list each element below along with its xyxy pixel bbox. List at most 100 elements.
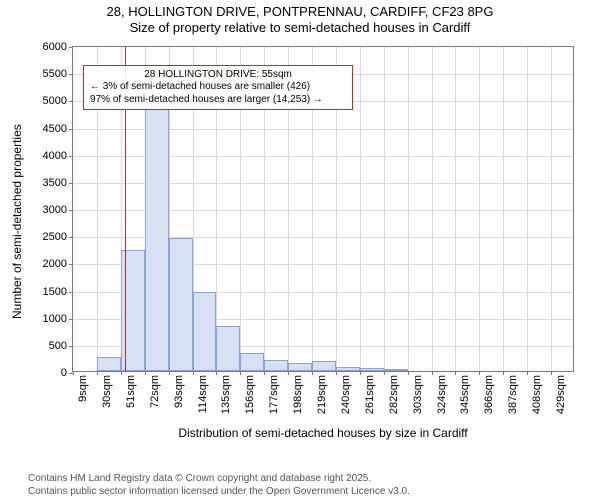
histogram-bar bbox=[264, 360, 288, 371]
footer-line2: Contains public sector information licen… bbox=[28, 486, 600, 499]
ytick-mark bbox=[69, 210, 73, 211]
ytick-mark bbox=[69, 292, 73, 293]
xtick-mark bbox=[432, 371, 433, 375]
xtick-label: 72sqm bbox=[149, 375, 161, 408]
xtick-mark bbox=[408, 371, 409, 375]
gridline-v bbox=[479, 47, 480, 371]
histogram-bar bbox=[384, 369, 408, 371]
gridline-v bbox=[408, 47, 409, 371]
histogram-bar bbox=[288, 363, 312, 371]
ytick-label: 2000 bbox=[43, 258, 67, 270]
xtick-mark bbox=[145, 371, 146, 375]
xtick-label: 9sqm bbox=[77, 375, 89, 402]
histogram-bar bbox=[312, 361, 336, 371]
ytick-mark bbox=[69, 74, 73, 75]
ytick-label: 500 bbox=[49, 340, 67, 352]
annotation-box: 28 HOLLINGTON DRIVE: 55sqm← 3% of semi-d… bbox=[83, 65, 353, 111]
histogram-bar bbox=[97, 357, 121, 371]
xtick-label: 30sqm bbox=[101, 375, 113, 408]
xtick-label: 219sqm bbox=[316, 375, 328, 414]
ytick-label: 4500 bbox=[43, 123, 67, 135]
ytick-mark bbox=[69, 264, 73, 265]
ytick-label: 6000 bbox=[43, 41, 67, 53]
ytick-mark bbox=[69, 183, 73, 184]
ytick-label: 3500 bbox=[43, 177, 67, 189]
chart-title: 28, HOLLINGTON DRIVE, PONTPRENNAU, CARDI… bbox=[0, 0, 600, 37]
xtick-label: 114sqm bbox=[197, 375, 209, 413]
xtick-mark bbox=[551, 371, 552, 375]
histogram-bar bbox=[360, 368, 384, 371]
xtick-mark bbox=[455, 371, 456, 375]
xtick-label: 387sqm bbox=[507, 375, 519, 414]
ytick-label: 1500 bbox=[43, 286, 67, 298]
xtick-mark bbox=[527, 371, 528, 375]
ytick-label: 5000 bbox=[43, 95, 67, 107]
ytick-label: 3000 bbox=[43, 204, 67, 216]
histogram-bar bbox=[193, 292, 217, 371]
ytick-mark bbox=[69, 101, 73, 102]
histogram-bar bbox=[216, 326, 240, 371]
ytick-label: 0 bbox=[61, 367, 67, 379]
gridline-v bbox=[551, 47, 552, 371]
ytick-mark bbox=[69, 156, 73, 157]
xtick-mark bbox=[193, 371, 194, 375]
xtick-label: 282sqm bbox=[388, 375, 400, 414]
ytick-label: 4000 bbox=[43, 150, 67, 162]
xtick-label: 429sqm bbox=[555, 375, 567, 414]
histogram-bar bbox=[336, 367, 360, 371]
ytick-mark bbox=[69, 319, 73, 320]
xtick-mark bbox=[97, 371, 98, 375]
histogram-bar bbox=[240, 353, 264, 371]
xtick-mark bbox=[479, 371, 480, 375]
xtick-mark bbox=[73, 371, 74, 375]
xtick-label: 177sqm bbox=[268, 375, 280, 414]
xtick-mark bbox=[216, 371, 217, 375]
xtick-mark bbox=[121, 371, 122, 375]
xtick-label: 135sqm bbox=[220, 375, 232, 414]
xtick-mark bbox=[169, 371, 170, 375]
annotation-line3: 97% of semi-detached houses are larger (… bbox=[90, 94, 346, 107]
ytick-label: 2500 bbox=[43, 231, 67, 243]
ytick-mark bbox=[69, 346, 73, 347]
footer-line1: Contains HM Land Registry data © Crown c… bbox=[28, 473, 600, 486]
gridline-v bbox=[503, 47, 504, 371]
xtick-mark bbox=[384, 371, 385, 375]
histogram-bar bbox=[169, 238, 193, 371]
xtick-label: 198sqm bbox=[292, 375, 304, 414]
histogram-bar bbox=[145, 106, 169, 371]
xtick-label: 156sqm bbox=[244, 375, 256, 414]
ytick-mark bbox=[69, 237, 73, 238]
xtick-label: 345sqm bbox=[459, 375, 471, 414]
title-line2: Size of property relative to semi-detach… bbox=[0, 20, 600, 36]
ytick-mark bbox=[69, 47, 73, 48]
xtick-mark bbox=[312, 371, 313, 375]
xtick-label: 324sqm bbox=[436, 375, 448, 414]
x-axis-title: Distribution of semi-detached houses by … bbox=[72, 426, 574, 440]
title-line1: 28, HOLLINGTON DRIVE, PONTPRENNAU, CARDI… bbox=[0, 4, 600, 20]
ytick-label: 1000 bbox=[43, 313, 67, 325]
xtick-mark bbox=[336, 371, 337, 375]
xtick-label: 303sqm bbox=[412, 375, 424, 414]
xtick-label: 366sqm bbox=[483, 375, 495, 414]
xtick-label: 261sqm bbox=[364, 375, 376, 414]
xtick-mark bbox=[360, 371, 361, 375]
xtick-label: 240sqm bbox=[340, 375, 352, 414]
chart-container: 0 500 1000 1500 2000 2500 3000 3500 4000 4500 5000… bbox=[0, 38, 600, 450]
annotation-line1: 28 HOLLINGTON DRIVE: 55sqm bbox=[90, 69, 346, 82]
ytick-label: 5500 bbox=[43, 68, 67, 80]
xtick-mark bbox=[240, 371, 241, 375]
xtick-label: 51sqm bbox=[125, 375, 137, 408]
xtick-label: 408sqm bbox=[531, 375, 543, 414]
xtick-mark bbox=[503, 371, 504, 375]
plot-area: 0500100015002000250030003500400045005000… bbox=[72, 46, 574, 372]
annotation-line2: ← 3% of semi-detached houses are smaller… bbox=[90, 81, 346, 94]
xtick-mark bbox=[264, 371, 265, 375]
gridline-v bbox=[432, 47, 433, 371]
gridline-v bbox=[527, 47, 528, 371]
footer: Contains HM Land Registry data © Crown c… bbox=[0, 473, 600, 498]
gridline-v bbox=[360, 47, 361, 371]
ytick-mark bbox=[69, 129, 73, 130]
gridline-v bbox=[384, 47, 385, 371]
y-axis-title: Number of semi-detached properties bbox=[10, 124, 24, 319]
xtick-label: 93sqm bbox=[173, 375, 185, 408]
